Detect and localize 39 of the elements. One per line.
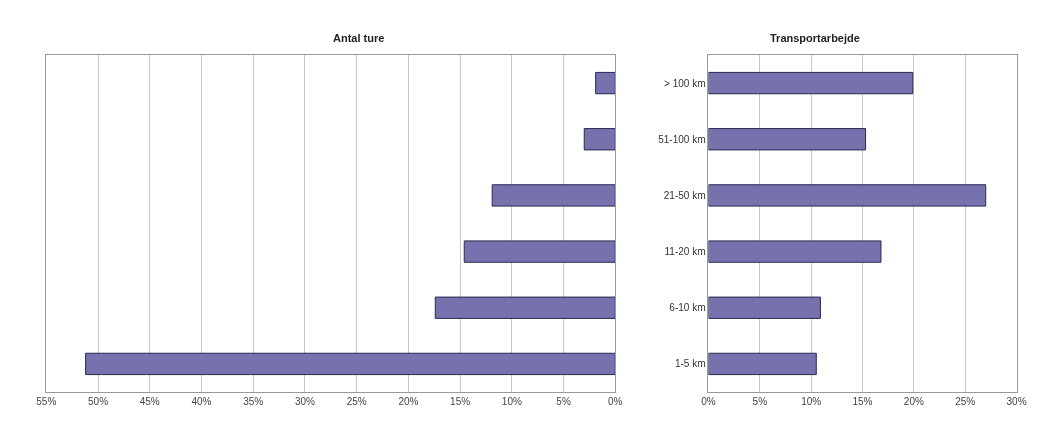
x-tick-label: 5% [556, 396, 571, 407]
x-tick-label: 10% [501, 396, 522, 407]
y-tick-label: > 100 km [664, 77, 706, 89]
x-tick-label: 30% [294, 396, 316, 407]
bar [583, 128, 616, 151]
bar [708, 240, 882, 263]
x-tick-label: 15% [852, 396, 873, 407]
bar [434, 296, 616, 319]
x-tick-label: 35% [243, 396, 264, 407]
x-tick-label: 45% [139, 396, 160, 407]
bar [708, 352, 817, 376]
bar [708, 184, 987, 207]
bar [595, 71, 616, 95]
x-tick-label: 5% [752, 396, 768, 407]
y-tick-label: 21-50 km [663, 189, 706, 201]
y-tick-label: 11-20 km [664, 246, 706, 258]
x-tick-label: 50% [88, 396, 109, 407]
x-tick-label: 20% [903, 396, 924, 407]
y-tick-label: 6-10 km [669, 302, 706, 314]
bar [85, 352, 616, 376]
bar [708, 71, 914, 95]
bar [463, 240, 616, 263]
bar [708, 296, 821, 319]
x-tick-label: 25% [955, 396, 976, 407]
chart-title: Transportarbejde [770, 32, 860, 44]
y-tick-label: 51-100 km [658, 133, 706, 145]
x-tick-label: 55% [36, 396, 57, 407]
chart-title: Antal ture [333, 32, 385, 44]
bar [491, 184, 616, 207]
x-tick-label: 0% [701, 396, 716, 407]
x-tick-label: 10% [801, 396, 822, 407]
bar [708, 128, 867, 151]
y-tick-label: 1-5 km [674, 358, 706, 370]
x-tick-label: 15% [450, 396, 471, 407]
x-tick-label: 30% [1006, 396, 1027, 407]
x-tick-label: 25% [346, 396, 367, 407]
x-tick-label: 20% [398, 396, 419, 407]
x-tick-label: 40% [191, 396, 212, 407]
x-tick-label: 0% [608, 396, 623, 407]
